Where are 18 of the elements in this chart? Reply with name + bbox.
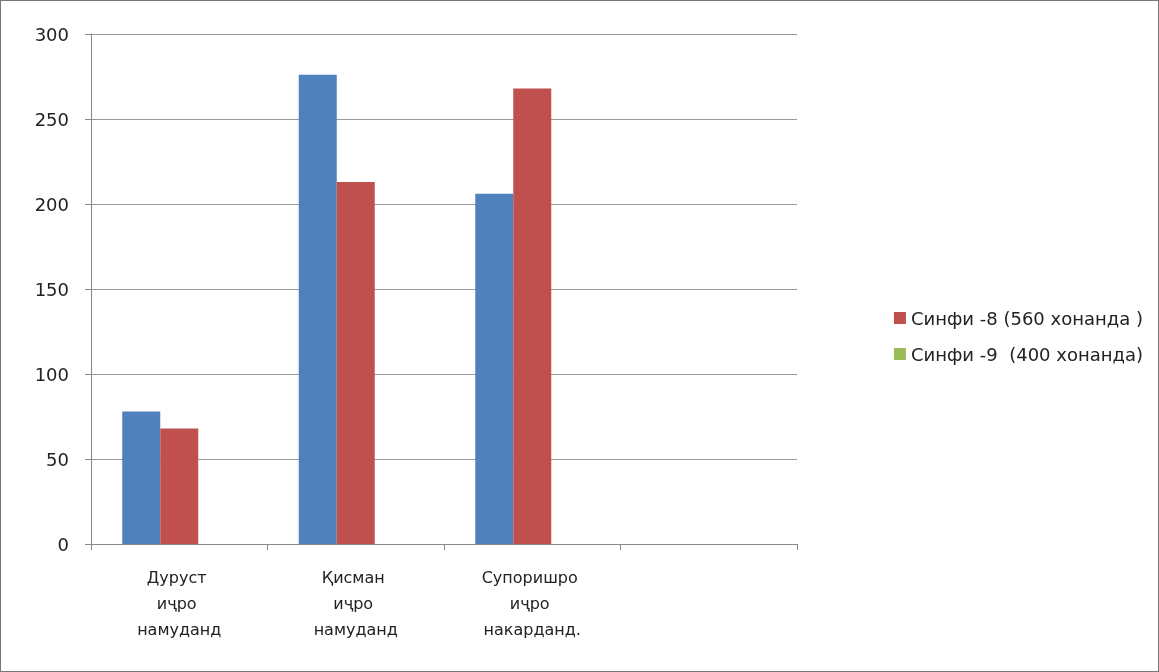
y-tick-label: 100 [34, 363, 69, 385]
bar [475, 193, 514, 544]
y-tick-label: 300 [34, 23, 69, 45]
x-tick-label: Дуруст иҷро намуданд [137, 567, 222, 639]
bar [336, 181, 375, 544]
y-tick-label: 250 [34, 108, 69, 130]
x-tick-label: Супоришро иҷро накарданд. [481, 567, 583, 639]
y-tick-label: 50 [46, 448, 69, 470]
y-tick-label: 200 [34, 193, 69, 215]
y-tick-label: 150 [34, 278, 69, 300]
y-tick-label: 0 [57, 533, 69, 555]
legend-label: Синфи -8 (560 хонанда ) [910, 307, 1144, 329]
legend-label: Синфи -9 (400 хонанда) [910, 343, 1144, 365]
bar [298, 74, 337, 544]
x-tick-label: Қисман иҷро намуданд [313, 567, 398, 639]
bar [160, 428, 199, 544]
bar [513, 88, 552, 544]
bar [122, 411, 161, 544]
